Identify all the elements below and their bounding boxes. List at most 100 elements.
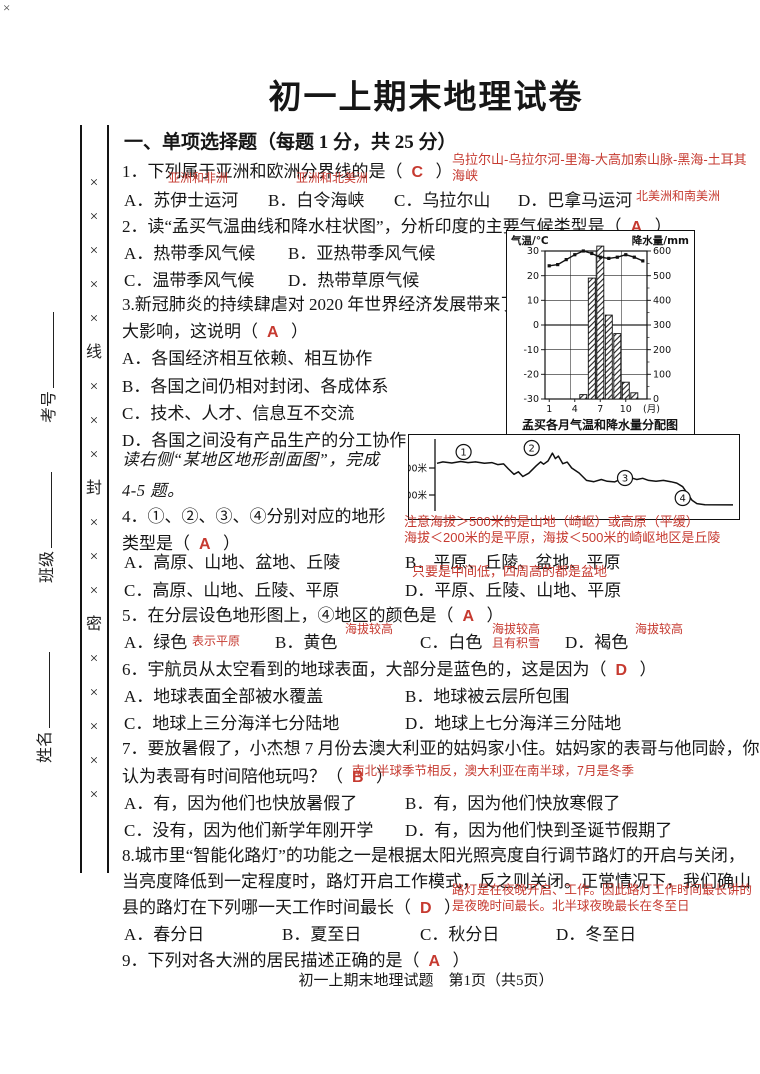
q8-note: 路灯是在夜晚开启、工作。因此路灯工作时间最长讲的是夜晚时间最长。北半球夜晚最长在… [452,883,753,913]
q3-option-c: C．技术、人才、信息互不交流 [122,404,355,423]
q6-options-ab: A．地球表面全部被水覆盖 B．地球被云层所包围 [122,682,756,708]
q8-option-d: D．冬至日 [556,925,637,944]
svg-text:4: 4 [680,494,686,505]
svg-text:500米: 500米 [409,463,427,475]
q8-line2: 当亮度降低到一定程度时，路灯开启工作模式，反之则关闭。正常情况下，我们确山 [122,872,751,891]
q6-option-d: D．地球上七分海洋三分陆地 [405,714,622,733]
q5-option-a: A．绿色 [124,633,188,652]
stray-mark: × [3,0,11,15]
q7-option-c: C．没有，因为他们新学年刚开学 [124,821,374,840]
svg-text:1: 1 [460,448,466,459]
page-title: 初一上期末地理试卷 [268,80,584,116]
svg-text:10: 10 [620,404,632,415]
svg-text:300: 300 [653,320,671,331]
q8-option-a: A．春分日 [124,925,205,944]
q4-options-ab: A．高原、山地、盆地、丘陵 B．平原、丘陵、盆地、平原 [122,548,756,574]
svg-text:100: 100 [653,370,671,381]
svg-text:2: 2 [529,444,535,455]
q4-option-d: D．平原、丘陵、山地、平原 [405,581,622,600]
q6-option-a: A．地球表面全部被水覆盖 [124,687,324,706]
q3-line1: 3.新冠肺炎的持续肆虐对 2020 年世界经济发展带来了重 [122,295,535,314]
svg-text:20: 20 [527,271,539,282]
svg-text:10: 10 [527,296,539,307]
q2-answer: A [630,219,643,236]
svg-text:-10: -10 [523,345,539,356]
class-label: 班级 [39,550,56,583]
climate-chart: 气温/℃ 降水量/mm 30 600 20 500 10 400 0 300 -10 200 -20 10… [506,230,695,437]
q1-option-a: A．苏伊士运河 [124,191,239,210]
q7-note: 南北半球季节相反，澳大利亚在南半球，7月是冬季 [352,764,634,778]
svg-text:200: 200 [653,345,671,356]
intro45-line1: 读右侧“某地区地形剖面图”，完成 [122,450,380,469]
q6-stem: 6．宇航员从太空看到的地球表面，大部分是蓝色的，这是因为（ D） [122,660,657,679]
q5-option-b: B．黄色 [275,633,338,652]
svg-text:200米: 200米 [409,490,427,502]
q3-option-a: A．各国经济相互依赖、相互协作 [122,349,373,368]
svg-text:4: 4 [572,404,578,415]
q1-note-b: 亚洲和北美洲 [296,171,369,185]
q8-line1: 8.城市里“智能化路灯”的功能之一是根据太阳光照亮度自行调节路灯的开启与关闭， [122,846,745,865]
q1-option-b: B．白令海峡 [268,191,365,210]
svg-text:0: 0 [533,320,539,331]
svg-text:-30: -30 [523,394,539,405]
q8-answer: D [420,900,432,917]
q2-options-cd: C．温带季风气候 D．热带草原气候 [122,266,756,292]
svg-text:7: 7 [597,404,603,415]
svg-text:400: 400 [653,296,671,307]
q4-note2: 海拔＜200米的是平原，海拔＜500米的崎岖地区是丘陵 [404,530,721,545]
q7-option-b: B．有，因为他们快放寒假了 [405,794,621,813]
q5-note-d: 海拔较高 [635,622,684,636]
q7-options-ab: A．有，因为他们也快放暑假了 B．有，因为他们快放寒假了 [122,789,756,815]
q2-option-a: A．热带季风气候 [124,244,256,263]
svg-text:孟买各月气温和降水量分配图: 孟买各月气温和降水量分配图 [522,417,678,432]
svg-text:气温/℃: 气温/℃ [510,234,549,247]
seal-line-inner [107,125,110,873]
q3-answer: A [267,324,279,341]
q1-note: 乌拉尔山-乌拉尔河-里海-大高加索山脉-黑海-土耳其海峡 [452,152,747,183]
q4-answer: A [199,536,211,553]
q4-option-c: C．高原、山地、丘陵、平原 [124,581,340,600]
q1-answer: C [411,164,424,181]
q8-option-c: C．秋分日 [420,925,500,944]
name-blank [36,651,50,728]
svg-text:0: 0 [653,394,659,405]
q7-option-d: D．有，因为他们快到圣诞节假期了 [405,821,673,840]
q1-option-d: D．巴拿马运河 [518,191,633,210]
svg-text:30: 30 [527,246,539,257]
q4-line2: 类型是（ A） [122,534,240,553]
q7-line2: 认为表哥有时间陪他玩吗？（ B） [122,767,393,786]
name-label: 姓名 [37,730,54,763]
q8-line3: 县的路灯在下列哪一天工作时间最长（ D） [122,898,461,917]
q5-note-a: 表示平原 [192,634,241,648]
intro45-line2: 4-5 题。 [122,481,185,500]
q7-answer: B [352,769,364,786]
q3-option-b: B．各国之间仍相对封闭、各成体系 [122,377,389,396]
q5-stem: 5．在分层设色地形图上，④地区的颜色是（ A） [122,606,504,625]
q8-options: A．春分日 B．夏至日 C．秋分日 D．冬至日 [122,920,756,946]
q4-note1: 注意海拔＞500米的是山地（崎岖）或高原（平缓） [404,514,699,529]
exam-number-blank [40,311,54,388]
q9-answer: A [428,953,441,970]
svg-text:-20: -20 [523,370,539,381]
q5-note-c1: 海拔较高 [492,622,541,636]
svg-text:(月): (月) [643,404,660,415]
svg-text:3: 3 [622,474,628,485]
class-field: 班级 [33,423,56,583]
q5-note-b: 海拔较高 [345,622,394,636]
q2-option-c: C．温带季风气候 [124,271,255,290]
q6-options-cd: C．地球上三分海洋七分陆地 D．地球上七分海洋三分陆地 [122,709,756,735]
page-footer: 初一上期末地理试题 第1页（共5页） [298,973,554,989]
q4-line1: 4．①、②、③、④分别对应的地形 [122,507,386,526]
q4-note3: 只要是中间低，四周高的都是盆地 [412,564,608,579]
terrain-profile-chart: 500米 200米 1 2 3 4 [408,434,740,520]
q9-stem: 9．下列对各大洲的居民描述正确的是（ A） [122,951,470,970]
seal-marks-column: × × × × × 线 × × × 封 × × × 密 × × × × × [85,175,102,803]
q1-options: A．苏伊士运河 B．白令海峡 C．乌拉尔山 D．巴拿马运河 北美洲和南美洲 [122,186,756,212]
q5-option-d: D．褐色 [565,633,629,652]
q5-answer: A [462,608,475,625]
q2-option-b: B．亚热带季风气候 [288,244,436,263]
q4-options-cd: C．高原、山地、丘陵、平原 D．平原、丘陵、山地、平原 [122,576,756,602]
q6-option-b: B．地球被云层所包围 [405,687,570,706]
